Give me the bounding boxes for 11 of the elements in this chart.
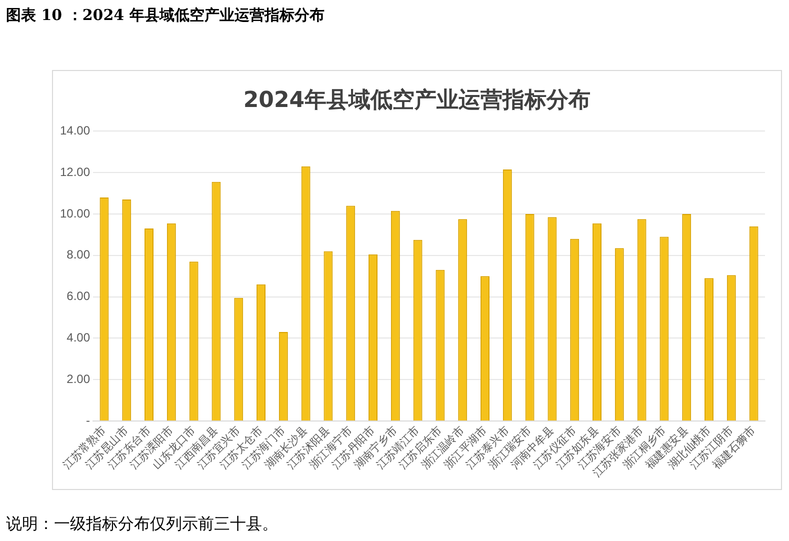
y-tick-label: 10.00 [60,206,90,220]
y-tick-label: 6.00 [66,289,90,304]
text: 说明：一级指标分布仅列示前三十县。 [6,514,278,535]
y-tick-label: 2.00 [66,372,90,386]
y-tick-label: 8.00 [66,248,90,262]
text: 图表 10 ：2024 年县域低空产业运营指标分布 [6,6,324,25]
y-tick-label: 12.00 [60,164,90,179]
y-tick-label: 4.00 [66,330,90,345]
y-tick-label: - [86,413,90,428]
chart-title: 2024年县域低空产业运营指标分布 [242,87,592,115]
y-tick-label: 14.00 [60,124,90,138]
